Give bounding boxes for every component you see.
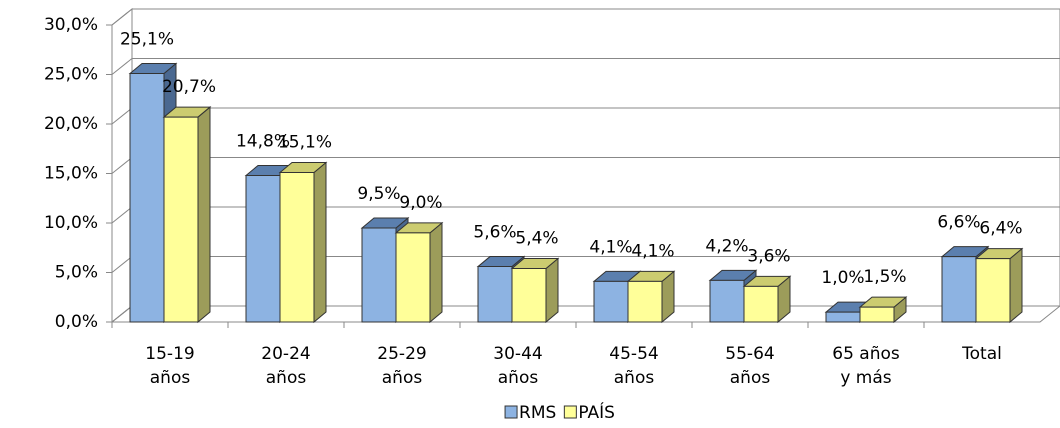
bar	[394, 221, 444, 324]
y-tick-label: 20,0%	[44, 114, 98, 134]
bar-face	[941, 256, 977, 323]
data-label: 4,1%	[589, 237, 632, 257]
data-label: 9,5%	[357, 184, 400, 204]
bar	[858, 296, 908, 324]
bar-face	[825, 311, 861, 323]
data-label: 9,0%	[399, 193, 442, 213]
x-tick-label: 20-24	[261, 344, 310, 364]
legend-swatch	[563, 405, 577, 419]
bar-face	[975, 258, 1011, 323]
data-label: 6,6%	[937, 213, 980, 233]
bar-face	[1009, 247, 1023, 324]
bar-face	[197, 106, 211, 324]
legend-swatch	[504, 405, 518, 419]
data-label: 5,6%	[473, 223, 516, 243]
data-label: 14,8%	[236, 131, 290, 151]
bar-face	[511, 268, 547, 323]
x-tick-label: 30-44	[493, 344, 542, 364]
legend-label: PAÍS	[578, 401, 615, 423]
bar-face	[743, 285, 779, 323]
bar-face	[395, 232, 431, 323]
bar	[278, 161, 328, 324]
bar-face	[361, 227, 397, 323]
data-label: 6,4%	[979, 219, 1022, 239]
x-tick-label: 45-54	[609, 344, 658, 364]
bar-face	[709, 279, 745, 323]
bar-face	[627, 280, 663, 323]
bar-face	[129, 73, 165, 323]
x-tick-label: Total	[961, 344, 1002, 364]
data-label: 1,0%	[821, 268, 864, 288]
data-label: 25,1%	[120, 30, 174, 50]
data-label: 4,1%	[631, 241, 674, 261]
x-tick-label: y más	[840, 368, 891, 388]
data-label: 20,7%	[162, 77, 216, 97]
y-tick-label: 25,0%	[44, 65, 98, 85]
data-label: 15,1%	[278, 133, 332, 153]
bar-face	[593, 280, 629, 323]
x-tick-label: años	[150, 368, 191, 388]
bar-face	[859, 306, 895, 323]
grid-line	[111, 58, 1060, 75]
y-tick-label: 30,0%	[44, 15, 98, 35]
bar-face	[163, 116, 199, 323]
bar	[742, 275, 792, 324]
data-label: 3,6%	[747, 246, 790, 266]
bar-face	[279, 172, 315, 323]
y-tick-label: 0,0%	[55, 312, 98, 332]
bar	[626, 270, 676, 324]
bar-face	[545, 257, 559, 324]
legend-label: RMS	[519, 403, 556, 423]
data-label: 1,5%	[863, 267, 906, 287]
grid-line	[111, 107, 1060, 125]
bar	[162, 106, 212, 324]
grid-line	[111, 8, 1060, 26]
x-tick-label: años	[266, 368, 307, 388]
bar-face	[313, 161, 327, 324]
x-tick-label: 65 años	[832, 344, 900, 364]
bar-face	[477, 266, 513, 323]
bar-face	[245, 174, 281, 323]
y-tick-label: 5,0%	[55, 263, 98, 283]
x-tick-label: 55-64	[725, 344, 774, 364]
x-tick-label: años	[498, 368, 539, 388]
x-tick-label: 25-29	[377, 344, 426, 364]
x-tick-label: 15-19	[145, 344, 194, 364]
x-tick-label: años	[382, 368, 423, 388]
y-tick-label: 10,0%	[44, 213, 98, 233]
data-label: 5,4%	[515, 229, 558, 249]
bar-face	[429, 221, 443, 324]
bar	[974, 247, 1024, 324]
y-tick-label: 15,0%	[44, 164, 98, 184]
x-tick-label: años	[614, 368, 655, 388]
bar	[510, 257, 560, 324]
x-tick-label: años	[730, 368, 771, 388]
data-label: 4,2%	[705, 236, 748, 256]
